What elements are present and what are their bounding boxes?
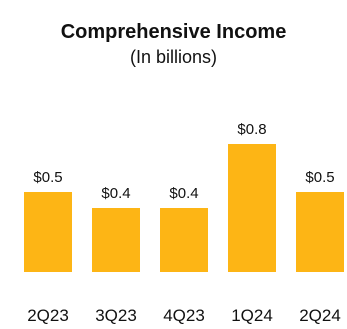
- chart-title: Comprehensive Income: [60, 21, 287, 43]
- data-label-2Q24: $0.5: [305, 169, 334, 186]
- x-tick-label-1Q24: 1Q24: [231, 306, 273, 325]
- bar-2Q24: [296, 192, 344, 272]
- bar-2Q23: [24, 192, 72, 272]
- data-label-3Q23: $0.4: [101, 185, 130, 202]
- x-tick-label-3Q23: 3Q23: [95, 306, 137, 325]
- data-label-4Q23: $0.4: [169, 185, 198, 202]
- x-tick-label-2Q24: 2Q24: [299, 306, 341, 325]
- bar-3Q23: [92, 208, 140, 272]
- bar-1Q24: [228, 144, 276, 272]
- data-label-1Q24: $0.8: [237, 121, 266, 138]
- chart-subtitle: (In billions): [129, 47, 218, 67]
- x-tick-label-2Q23: 2Q23: [27, 306, 69, 325]
- bar-4Q23: [160, 208, 208, 272]
- x-tick-label-4Q23: 4Q23: [163, 306, 205, 325]
- data-label-2Q23: $0.5: [33, 169, 62, 186]
